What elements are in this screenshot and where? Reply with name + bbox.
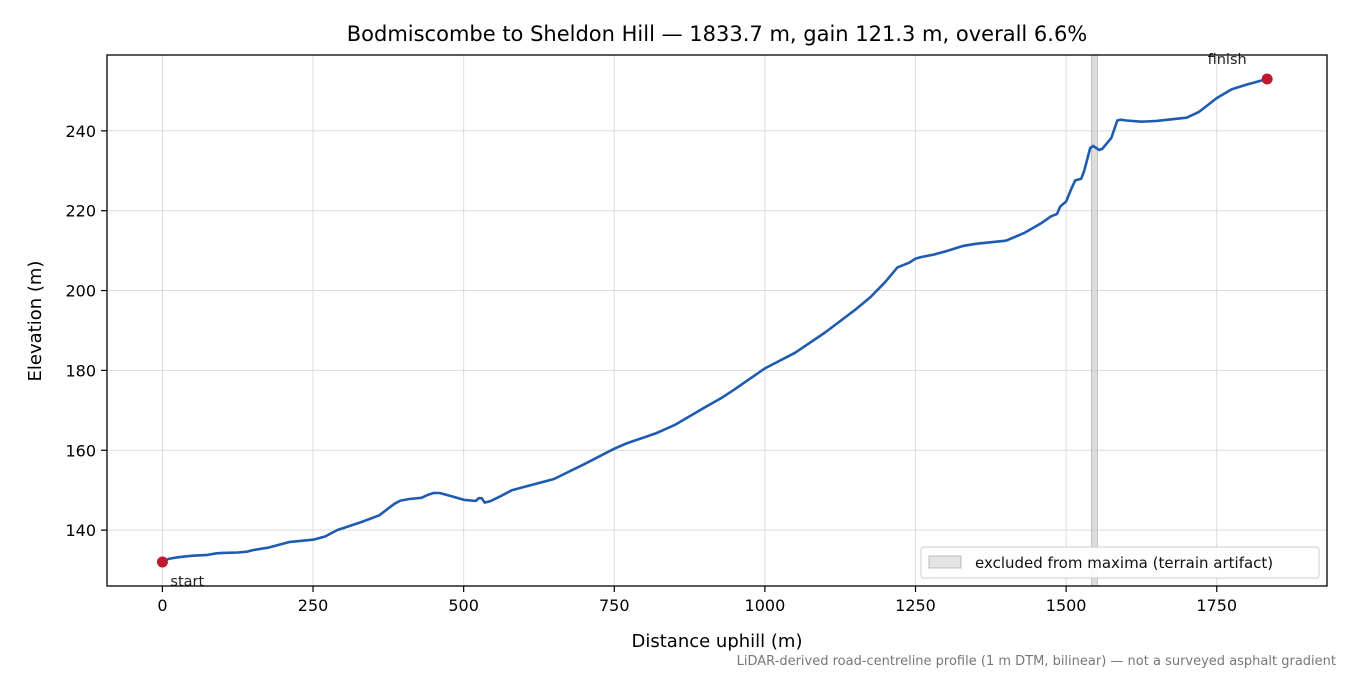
finish-label: finish: [1208, 52, 1247, 68]
profile-line-layer: [161, 77, 1269, 564]
elevation-line: [161, 77, 1269, 564]
y-axis-label: Elevation (m): [25, 261, 46, 382]
y-tick-label: 160: [65, 441, 96, 460]
legend-swatch: [928, 555, 962, 569]
y-axis-ticks: 140 160 180 200 220 240: [65, 122, 107, 540]
x-tick-label: 750: [599, 596, 630, 615]
excluded-band-layer: [1091, 54, 1098, 587]
plot-frame: [106, 54, 1328, 587]
x-tick-label: 0: [157, 596, 167, 615]
legend-label: excluded from maxima (terrain artifact): [975, 554, 1273, 572]
y-tick-label: 220: [65, 202, 96, 221]
x-tick-label: 1750: [1196, 596, 1237, 615]
x-tick-label: 500: [448, 596, 479, 615]
start-marker: [156, 556, 168, 568]
x-tick-label: 1000: [745, 596, 786, 615]
x-axis-label: Distance uphill (m): [632, 631, 803, 652]
x-tick-label: 1250: [895, 596, 936, 615]
excluded-band: [1091, 54, 1098, 587]
endpoint-markers: start finish: [156, 52, 1273, 590]
gridlines: [107, 55, 1327, 586]
legend: excluded from maxima (terrain artifact): [920, 546, 1320, 579]
y-tick-label: 140: [65, 521, 96, 540]
y-tick-label: 180: [65, 361, 96, 380]
x-tick-label: 1500: [1046, 596, 1087, 615]
chart-title: Bodmiscombe to Sheldon Hill — 1833.7 m, …: [347, 22, 1088, 46]
x-tick-label: 250: [298, 596, 329, 615]
finish-marker: [1261, 73, 1273, 85]
y-tick-label: 240: [65, 122, 96, 141]
y-tick-label: 200: [65, 282, 96, 301]
legend-box: [920, 546, 1320, 579]
x-axis-ticks: 0 250 500 750 1000 1250 1500 1750: [157, 586, 1237, 615]
footnote: LiDAR-derived road-centreline profile (1…: [737, 654, 1336, 669]
start-label: start: [170, 574, 204, 590]
